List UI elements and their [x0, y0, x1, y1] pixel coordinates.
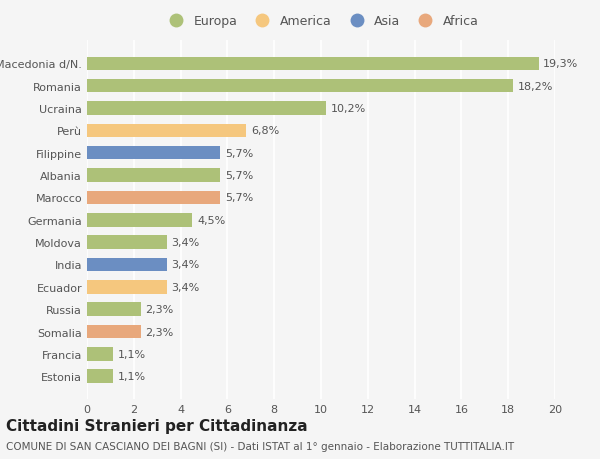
Bar — [87, 325, 141, 338]
Bar — [87, 80, 513, 93]
Bar — [87, 236, 167, 249]
Bar — [87, 57, 539, 71]
Text: Cittadini Stranieri per Cittadinanza: Cittadini Stranieri per Cittadinanza — [6, 418, 308, 433]
Text: 1,1%: 1,1% — [118, 371, 146, 381]
Text: 5,7%: 5,7% — [225, 148, 253, 158]
Text: COMUNE DI SAN CASCIANO DEI BAGNI (SI) - Dati ISTAT al 1° gennaio - Elaborazione : COMUNE DI SAN CASCIANO DEI BAGNI (SI) - … — [6, 441, 514, 451]
Text: 4,5%: 4,5% — [197, 215, 225, 225]
Text: 6,8%: 6,8% — [251, 126, 279, 136]
Bar — [87, 213, 193, 227]
Text: 3,4%: 3,4% — [171, 282, 199, 292]
Bar — [87, 124, 246, 138]
Bar — [87, 280, 167, 294]
Text: 5,7%: 5,7% — [225, 171, 253, 181]
Bar — [87, 347, 113, 361]
Bar — [87, 169, 220, 182]
Bar — [87, 102, 326, 116]
Text: 2,3%: 2,3% — [146, 327, 174, 337]
Text: 10,2%: 10,2% — [331, 104, 365, 114]
Text: 3,4%: 3,4% — [171, 238, 199, 247]
Text: 1,1%: 1,1% — [118, 349, 146, 359]
Text: 3,4%: 3,4% — [171, 260, 199, 270]
Bar — [87, 258, 167, 272]
Legend: Europa, America, Asia, Africa: Europa, America, Asia, Africa — [163, 15, 479, 28]
Text: 19,3%: 19,3% — [544, 59, 578, 69]
Bar — [87, 191, 220, 205]
Text: 2,3%: 2,3% — [146, 304, 174, 314]
Text: 5,7%: 5,7% — [225, 193, 253, 203]
Bar — [87, 303, 141, 316]
Bar — [87, 147, 220, 160]
Text: 18,2%: 18,2% — [518, 82, 553, 91]
Bar — [87, 369, 113, 383]
